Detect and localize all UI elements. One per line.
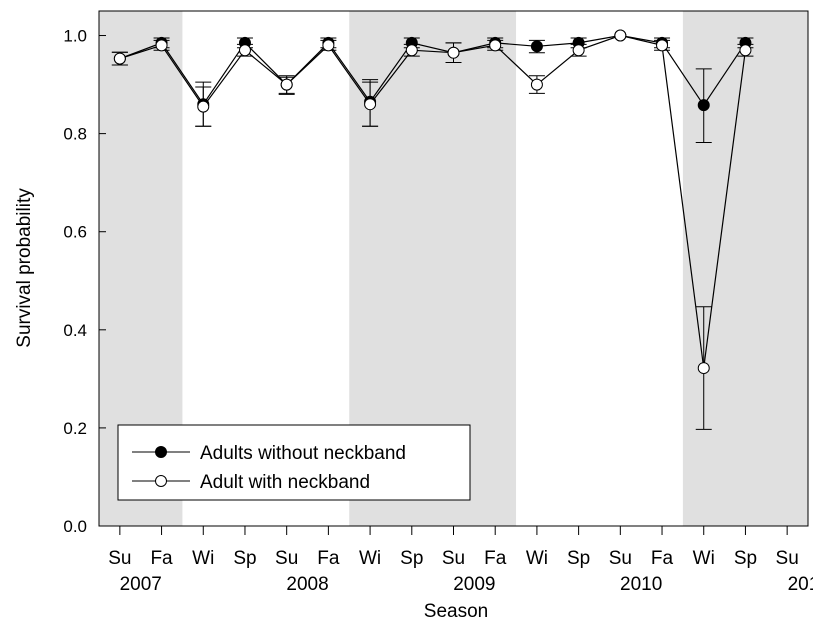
- point-1-12: [614, 29, 627, 42]
- legend-box: [117, 424, 471, 501]
- point-0-14: [697, 99, 710, 112]
- x-tick-label-12: Su: [609, 548, 632, 569]
- point-1-9: [489, 39, 502, 52]
- point-1-8: [447, 46, 460, 59]
- point-1-3: [238, 44, 251, 57]
- point-1-2: [197, 100, 210, 113]
- point-1-15: [739, 44, 752, 57]
- x-tick-label-1: Fa: [150, 548, 173, 569]
- x-tick-label-5: Fa: [317, 548, 340, 569]
- series-lines-layer: [119, 34, 746, 369]
- points-layer: [113, 29, 752, 375]
- x-tick-label-4: Su: [275, 548, 298, 569]
- x-tick-label-6: Wi: [359, 548, 381, 569]
- year-label-2008: 2008: [286, 574, 328, 595]
- shaded-band-2: [682, 11, 808, 526]
- x-tick-label-16: Su: [776, 548, 799, 569]
- x-tick-label-15: Sp: [734, 548, 757, 569]
- y-tick-label-0: 0.0: [63, 517, 87, 536]
- y-axis-label: Survival probability: [14, 188, 35, 348]
- legend-label-with-neckband: Adult with neckband: [200, 472, 370, 493]
- year-label-2009: 2009: [453, 574, 495, 595]
- x-tick-label-7: Sp: [400, 548, 423, 569]
- y-tick-label-4: 0.8: [63, 125, 87, 144]
- x-tick-label-2: Wi: [192, 548, 214, 569]
- legend: Adults without neckband Adult with neckb…: [117, 424, 471, 501]
- legend-marker-filled: [155, 446, 167, 458]
- year-label-2011: 2011: [788, 574, 813, 595]
- x-tick-label-13: Fa: [651, 548, 674, 569]
- point-1-4: [280, 78, 293, 91]
- x-tick-label-14: Wi: [693, 548, 715, 569]
- point-1-14: [697, 362, 710, 375]
- year-label-2010: 2010: [620, 574, 662, 595]
- y-tick-label-2: 0.4: [63, 321, 87, 340]
- series-line-0: [119, 34, 746, 107]
- x-tick-label-10: Wi: [526, 548, 548, 569]
- point-1-6: [364, 98, 377, 111]
- y-tick-label-1: 0.2: [63, 419, 87, 438]
- x-tick-label-0: Su: [108, 548, 131, 569]
- year-label-2007: 2007: [120, 574, 162, 595]
- y-tick-label-3: 0.6: [63, 223, 87, 242]
- point-1-1: [155, 39, 168, 52]
- point-1-7: [405, 44, 418, 57]
- x-tick-label-11: Sp: [567, 548, 590, 569]
- legend-marker-open: [155, 475, 167, 487]
- axes-layer: 0.0 0.2 0.4 0.6 0.8 1.0 Su Fa Wi Sp Su Fa Wi Sp Su Fa Wi…: [63, 27, 813, 595]
- x-tick-label-3: Sp: [233, 548, 256, 569]
- point-0-10: [530, 40, 543, 53]
- point-1-11: [572, 44, 585, 57]
- x-tick-label-9: Fa: [484, 548, 507, 569]
- series-line-1: [119, 34, 746, 369]
- legend-label-without-neckband: Adults without neckband: [200, 443, 406, 464]
- x-axis-label: Season: [424, 601, 488, 622]
- point-1-0: [113, 52, 126, 65]
- x-tick-label-8: Su: [442, 548, 465, 569]
- point-1-13: [656, 39, 669, 52]
- point-1-10: [530, 78, 543, 91]
- point-1-5: [322, 39, 335, 52]
- y-tick-label-5: 1.0: [63, 27, 87, 46]
